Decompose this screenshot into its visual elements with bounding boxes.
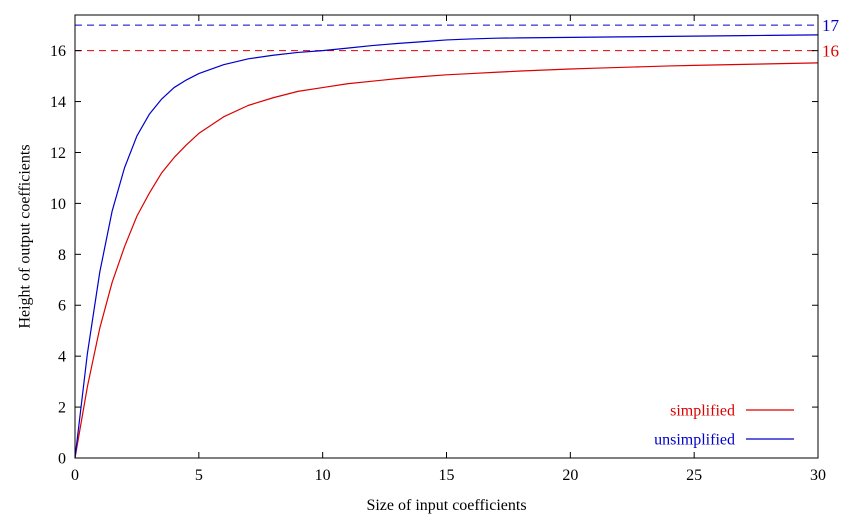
y-tick-label: 8 [58,247,66,264]
y-tick-label: 12 [50,145,66,162]
reference-label-16: 16 [822,42,839,61]
x-tick-label: 25 [686,467,702,484]
y-tick-label: 4 [58,349,66,366]
y-tick-label: 14 [50,94,66,111]
legend-label-simplified: simplified [670,403,735,420]
legend: simplified unsimplified [654,403,794,449]
y-tick-label: 0 [58,451,66,468]
y-tick-label: 2 [58,400,66,417]
x-tick-label: 20 [562,467,578,484]
series-lines [74,34,819,459]
reference-lines [75,24,818,52]
x-axis-ticks: 0 5 10 15 20 25 30 [71,15,826,484]
y-tick-label: 10 [50,196,66,213]
x-tick-label: 5 [195,467,203,484]
reference-label-17: 17 [822,16,840,35]
legend-label-unsimplified: unsimplified [654,432,735,449]
x-tick-label: 10 [315,467,331,484]
plot-frame [74,14,819,459]
series-line-simplified [74,62,819,459]
y-tick-label: 16 [50,43,66,60]
y-tick-label: 6 [58,298,66,315]
x-tick-label: 0 [71,467,79,484]
x-tick-label: 30 [810,467,826,484]
series-line-unsimplified [74,34,819,459]
x-axis-title: Size of input coefficients [366,497,526,514]
y-axis-title: Height of output coefficients [17,144,34,328]
x-tick-label: 15 [439,467,455,484]
y-axis-ticks: 0 2 4 6 8 10 12 14 16 [50,43,818,468]
